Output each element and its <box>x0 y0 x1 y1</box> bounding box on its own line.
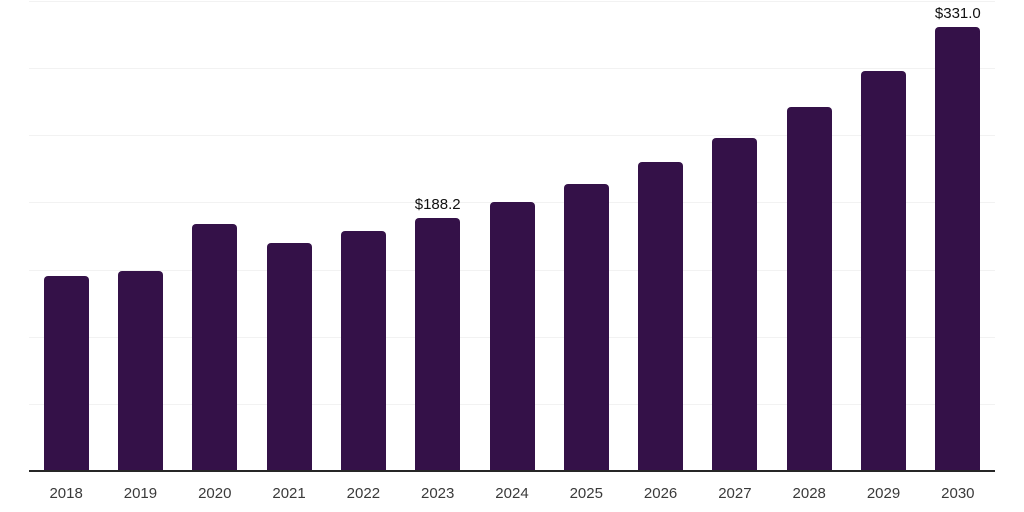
bar-2023 <box>415 218 461 471</box>
x-tick-2023: 2023 <box>420 485 455 502</box>
x-axis-line <box>29 470 995 472</box>
bar-2024 <box>489 202 535 471</box>
bar-2030 <box>935 26 981 471</box>
bar-2026 <box>638 161 684 471</box>
bar-2019 <box>117 271 163 471</box>
bar-2021 <box>266 242 312 471</box>
bar-2020 <box>192 224 238 471</box>
bar-2027 <box>712 137 758 471</box>
value-label-2023: $188.2 <box>414 196 461 214</box>
gridline-350 <box>29 1 995 2</box>
x-tick-2029: 2029 <box>866 485 901 502</box>
x-tick-2018: 2018 <box>49 485 83 502</box>
gridline-300 <box>29 68 995 70</box>
x-tick-2020: 2020 <box>198 485 232 502</box>
bar-2025 <box>563 183 609 471</box>
bar-2029 <box>861 70 907 471</box>
x-tick-2026: 2026 <box>643 485 678 502</box>
x-tick-2030: 2030 <box>941 485 975 502</box>
bar-2022 <box>340 231 386 471</box>
x-tick-2019: 2019 <box>123 485 158 502</box>
bar-2028 <box>786 106 832 471</box>
value-label-2030: $331.0 <box>934 4 981 22</box>
gridline-250 <box>29 135 995 137</box>
bar-2018 <box>43 275 89 471</box>
x-tick-2028: 2028 <box>792 485 826 502</box>
x-tick-2021: 2021 <box>272 485 306 502</box>
plot-area <box>29 0 995 471</box>
x-tick-2025: 2025 <box>569 485 603 502</box>
x-tick-2024: 2024 <box>495 485 529 502</box>
x-tick-2022: 2022 <box>346 485 381 502</box>
x-tick-2027: 2027 <box>718 485 752 502</box>
